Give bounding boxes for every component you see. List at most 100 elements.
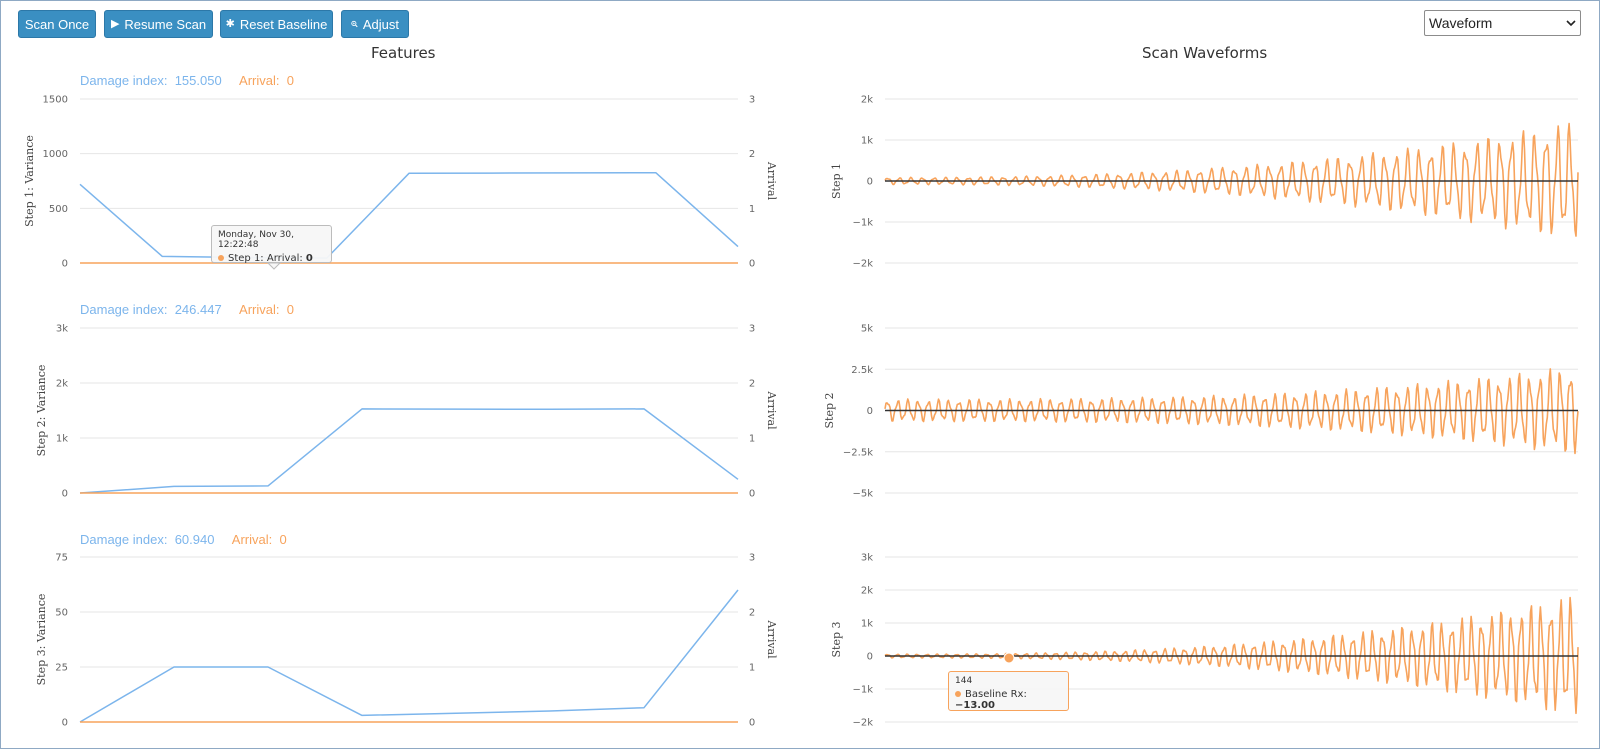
y-tick-label: −2.5k xyxy=(843,447,873,458)
hover-point-marker xyxy=(1003,652,1015,664)
y-right-tick-label: 2 xyxy=(749,379,755,390)
damage-index-value: 60.940 xyxy=(174,532,215,547)
reset-baseline-button[interactable]: ✱ Reset Baseline xyxy=(220,10,333,38)
asterisk-icon: ✱ xyxy=(225,17,235,30)
y-tick-label: 2k xyxy=(861,95,873,106)
chart-2: 0 1k 2k 3k 0 1 2 3 Arrival Step 2: Variance xyxy=(35,324,778,500)
y-tick-label: 0 xyxy=(867,406,873,417)
tooltip-series-label: Step 1: Arrival: xyxy=(228,253,303,264)
damage-index-label: Damage index: xyxy=(80,73,168,88)
feature-annotation-step3: Damage index: 60.940 Arrival: 0 xyxy=(80,532,287,547)
tooltip-value: −13.00 xyxy=(955,700,996,711)
y-axis-label: Step 1 xyxy=(830,163,843,199)
view-select-value: Waveform xyxy=(1429,15,1493,31)
chevron-down-icon xyxy=(1566,20,1576,27)
y-right-tick-label: 3 xyxy=(749,553,755,564)
y-tick-label: −5k xyxy=(852,489,873,500)
y-right-tick-label: 1 xyxy=(749,434,755,445)
tooltip-value: 0 xyxy=(305,253,313,264)
reset-baseline-label: Reset Baseline xyxy=(239,16,328,32)
y-axis-label: Step 2 xyxy=(823,392,836,428)
y-tick-label: 2k xyxy=(56,379,68,390)
arrival-value: 0 xyxy=(286,302,294,317)
features-title: Features xyxy=(371,44,436,62)
y-axis-label: Step 3: Variance xyxy=(35,594,48,686)
chart-3: 0 25 50 75 0 1 2 3 Arrival Step 3: Variance xyxy=(35,553,778,729)
y-axis-label: Step 3 xyxy=(830,621,843,657)
y-right-tick-label: 0 xyxy=(749,259,755,270)
y-tick-label: 50 xyxy=(55,608,68,619)
series-line-1[interactable] xyxy=(79,171,739,259)
damage-index-value: 155.050 xyxy=(174,73,222,88)
y-right-tick-label: 1 xyxy=(749,663,755,674)
y-axis-label: Step 2: Variance xyxy=(35,365,48,457)
scan-once-button[interactable]: Scan Once xyxy=(18,10,96,38)
tooltip-date: Monday, Nov 30, 12:22:48 xyxy=(218,230,294,250)
arrival-label: Arrival: xyxy=(231,532,273,547)
y-tick-label: 5k xyxy=(861,324,873,335)
series-line-1[interactable] xyxy=(79,408,739,494)
y-tick-label: 0 xyxy=(62,489,68,500)
y-tick-label: 0 xyxy=(62,259,68,270)
y-tick-label: 2k xyxy=(861,586,873,597)
y-tick-label: 500 xyxy=(49,204,68,215)
y-right-axis-label: Arrival xyxy=(765,161,778,201)
feature-annotation-step2: Damage index: 246.447 Arrival: 0 xyxy=(80,302,294,317)
arrival-label: Arrival: xyxy=(239,73,280,88)
y-right-tick-label: 1 xyxy=(749,204,755,215)
y-tick-label: 1k xyxy=(861,619,873,630)
chart-1: 0 500 1000 1500 0 1 2 3 Arrival Step 1: Variance xyxy=(23,95,778,270)
y-tick-label: 1500 xyxy=(43,95,68,106)
view-select[interactable]: Waveform xyxy=(1424,10,1581,36)
tooltip-x: 144 xyxy=(955,676,973,686)
y-tick-label: 0 xyxy=(62,718,68,729)
tooltip-series-label: Baseline Rx: xyxy=(965,689,1027,700)
feature-annotation-step1: Damage index: 155.050 Arrival: 0 xyxy=(80,73,294,88)
y-tick-label: −1k xyxy=(852,685,873,696)
series-line-1[interactable] xyxy=(884,368,1579,455)
y-tick-label: 1k xyxy=(56,434,68,445)
series-line-1[interactable] xyxy=(884,596,1579,715)
y-right-tick-label: 2 xyxy=(749,608,755,619)
arrival-value: 0 xyxy=(286,73,294,88)
y-axis-label: Step 1: Variance xyxy=(23,135,36,227)
play-icon: ▶ xyxy=(110,17,120,30)
y-tick-label: −2k xyxy=(852,259,873,270)
damage-index-label: Damage index: xyxy=(80,532,168,547)
resume-scan-button[interactable]: ▶ Resume Scan xyxy=(104,10,213,38)
y-right-tick-label: 3 xyxy=(749,95,755,106)
arrival-value: 0 xyxy=(279,532,287,547)
waveforms-title: Scan Waveforms xyxy=(1142,44,1268,62)
chart-6: −2k −1k 0 1k 2k 3k Step 3 xyxy=(830,553,1579,729)
y-right-tick-label: 3 xyxy=(749,324,755,335)
damage-index-value: 246.447 xyxy=(174,302,222,317)
scan-once-label: Scan Once xyxy=(24,16,90,32)
y-right-axis-label: Arrival xyxy=(765,390,778,430)
y-right-tick-label: 0 xyxy=(749,718,755,729)
chart-5: −5k −2.5k 0 2.5k 5k Step 2 xyxy=(823,324,1579,500)
y-right-axis-label: Arrival xyxy=(765,619,778,659)
adjust-label: Adjust xyxy=(362,16,399,32)
series-line-1[interactable] xyxy=(79,589,739,723)
tooltip-pointer xyxy=(266,262,282,270)
series-dot-icon xyxy=(218,255,224,261)
y-tick-label: 1k xyxy=(861,136,873,147)
y-tick-label: 3k xyxy=(56,324,68,335)
adjust-button[interactable]: Adjust xyxy=(341,10,409,38)
y-tick-label: 25 xyxy=(55,663,68,674)
feature-tooltip: Monday, Nov 30, 12:22:48 Step 1: Arrival… xyxy=(211,225,332,264)
y-tick-label: 2.5k xyxy=(851,365,873,376)
y-right-tick-label: 0 xyxy=(749,489,755,500)
y-tick-label: 75 xyxy=(55,553,68,564)
resume-scan-label: Resume Scan xyxy=(124,16,207,32)
y-right-tick-label: 2 xyxy=(749,149,755,160)
y-tick-label: 0 xyxy=(867,652,873,663)
series-dot-icon xyxy=(955,691,961,697)
y-tick-label: 1000 xyxy=(43,149,68,160)
waveform-tooltip: 144 Baseline Rx: −13.00 xyxy=(948,671,1069,711)
damage-index-label: Damage index: xyxy=(80,302,168,317)
y-tick-label: 0 xyxy=(867,177,873,188)
zoom-in-icon xyxy=(351,20,358,28)
y-tick-label: −2k xyxy=(852,718,873,729)
